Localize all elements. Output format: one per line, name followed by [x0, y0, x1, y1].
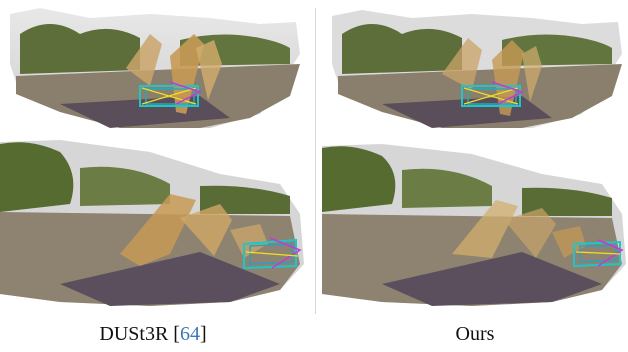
camera-frustum-icon: [243, 237, 302, 270]
point-cloud-dust3r-side: [0, 140, 304, 306]
caption-dust3r: DUSt3R [64]: [0, 321, 306, 347]
citation-link[interactable]: 64: [179, 323, 200, 345]
point-cloud-ours-top: [332, 10, 622, 128]
panel-ours-top-view: [322, 4, 628, 132]
caption-close-bracket: ]: [199, 323, 207, 345]
caption-open-bracket: [: [173, 323, 180, 345]
column-ours: Ours: [322, 0, 628, 352]
point-cloud-ours-side: [322, 144, 626, 306]
column-divider: [315, 8, 316, 314]
camera-frustum-icon: [139, 81, 202, 107]
panel-dust3r-side-view: [0, 134, 306, 314]
camera-frustum-icon: [573, 239, 624, 268]
caption-method-name: Ours: [455, 323, 495, 345]
camera-frustum-icon: [461, 81, 524, 107]
column-dust3r: DUSt3R [64]: [0, 0, 306, 352]
panel-ours-side-view: [322, 134, 628, 314]
caption-method-name: DUSt3R: [99, 323, 169, 345]
panel-dust3r-top-view: [0, 4, 306, 132]
point-cloud-dust3r-top: [10, 8, 300, 128]
caption-ours: Ours: [322, 321, 628, 347]
